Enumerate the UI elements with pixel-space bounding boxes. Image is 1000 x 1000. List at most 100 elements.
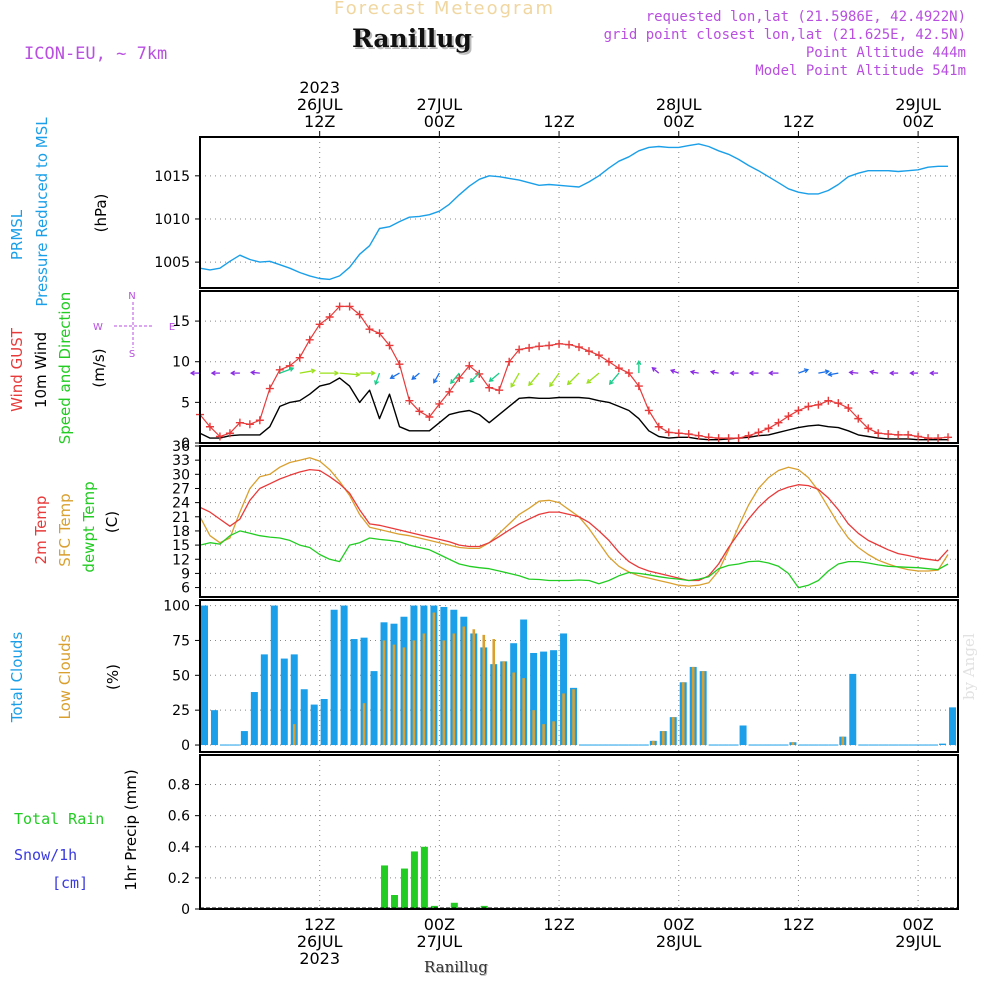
low-cloud-bar <box>492 639 496 746</box>
wind-arrow-head <box>230 370 236 376</box>
wind-arrow-head <box>411 375 417 380</box>
wind-arrow <box>389 372 400 379</box>
top-time-label: 26JUL <box>297 95 343 114</box>
total-cloud-bar <box>939 743 947 746</box>
wind-gust-marker <box>395 360 404 369</box>
bottom-time-label: 00Z <box>663 915 694 934</box>
wind-arrow-head <box>469 377 475 383</box>
top-time-label: 12Z <box>304 112 335 131</box>
bottom-time-label: 27JUL <box>417 932 463 951</box>
wind-arrow-shaft <box>828 372 839 376</box>
wind-arrow-shaft <box>251 371 260 374</box>
low-cloud-bar <box>671 717 675 746</box>
wind-arrow <box>669 368 679 374</box>
wind-arrow <box>689 369 699 375</box>
clouds-ytick-label: 75 <box>172 633 190 649</box>
top-time-label: 00Z <box>902 112 933 131</box>
axis-label-layer: 1005101010150510156912151821242730333602… <box>154 78 941 968</box>
wind-gust-marker <box>405 396 414 405</box>
wind-arrow-head <box>869 369 875 375</box>
low-cloud-bar <box>512 672 515 746</box>
grid-layer <box>200 137 958 910</box>
low-cloud-bar <box>552 721 555 746</box>
total-cloud-bar <box>370 671 378 746</box>
wind-arrow <box>748 370 759 376</box>
wind-ytick-label: 15 <box>172 314 190 330</box>
wind-gust-marker <box>604 357 613 366</box>
total-cloud-bar <box>340 605 348 746</box>
wind-arrow <box>339 371 361 378</box>
bottom-time-label: 28JUL <box>656 932 702 951</box>
low-cloud-bar <box>442 640 446 746</box>
wind-gust-marker <box>914 432 923 441</box>
wind-gust-marker <box>934 434 943 443</box>
top-time-label: 00Z <box>663 112 694 131</box>
wind-arrow <box>411 372 420 380</box>
wind-arrow-head <box>528 381 533 387</box>
low-cloud-bar <box>432 612 436 746</box>
wind-arrow-shaft <box>586 372 600 384</box>
wind-arrow <box>250 370 260 376</box>
wind-arrow-head <box>824 369 830 375</box>
wind-arrow <box>210 370 220 376</box>
wind-arrow-shaft <box>690 371 699 374</box>
wind-gust-marker <box>664 428 673 437</box>
text-layer: PRMSL Pressure Reduced to MSL (hPa) Wind… <box>8 117 175 892</box>
low-cloud-bar <box>532 710 535 746</box>
wind-arrow-head <box>689 369 695 375</box>
product-title: Forecast Meteogram <box>334 0 556 19</box>
precip-ytick-label: 0 <box>181 902 190 918</box>
temp-ytick-label: 36 <box>172 439 190 455</box>
total-cloud-bar <box>260 654 268 746</box>
wind-arrow-head <box>549 382 554 388</box>
pressure-unit: (hPa) <box>92 194 110 233</box>
wind-gust-marker <box>365 325 374 334</box>
point-altitude: Point Altitude 444m <box>805 45 966 61</box>
wind-gust-marker <box>814 400 823 409</box>
total-cloud-bar <box>270 605 278 746</box>
top-time-label: 27JUL <box>417 95 463 114</box>
pressure-ytick-label: 1005 <box>154 255 190 271</box>
wind-arrow-shaft <box>299 369 315 374</box>
total-cloud-bar <box>201 605 208 746</box>
wind-gust-marker <box>924 434 933 443</box>
rain-bar <box>420 846 428 909</box>
wind-arrow <box>729 370 739 376</box>
wind-arrow-head <box>729 370 735 376</box>
wind-gust-marker <box>565 340 574 349</box>
wind-arrow <box>230 370 240 376</box>
wind-arrow-head <box>250 370 256 376</box>
compass-rose-icon: N S W E <box>93 291 175 360</box>
wind-gust-marker <box>824 396 833 405</box>
wind-arrow-shaft <box>549 372 560 387</box>
wind-gust-marker <box>555 339 564 348</box>
wind-gust-marker <box>784 412 793 421</box>
precip-cm-label: [cm] <box>52 874 88 892</box>
wind-dir-label: Speed and Direction <box>56 292 74 445</box>
bottom-time-label: 26JUL <box>297 932 343 951</box>
wind-10m-label: 10m Wind <box>32 332 50 408</box>
wind-gust-marker <box>764 424 773 433</box>
wind-arrow <box>709 369 719 375</box>
wind-gust-marker <box>265 384 274 393</box>
clouds-unit: (%) <box>104 664 122 690</box>
wind-arrow-head <box>586 378 592 384</box>
total-cloud-bar <box>360 637 368 746</box>
wind-arrow <box>374 372 381 386</box>
pressure-frame <box>199 136 959 289</box>
wind-gust-marker <box>874 429 883 438</box>
clouds-ytick-label: 50 <box>172 668 190 684</box>
wind-arrow <box>189 370 200 376</box>
low-cloud-bar <box>661 731 665 746</box>
wind-gust-marker <box>535 342 544 351</box>
wind-gust-label: Wind GUST <box>8 327 26 412</box>
wind-arrow-head <box>450 379 455 385</box>
wind-gust-marker <box>225 429 234 438</box>
low-cloud-bar <box>412 640 416 746</box>
wind-arrow-shaft <box>849 371 859 374</box>
wind-unit: (m/s) <box>90 348 108 387</box>
rain-bar <box>400 868 408 909</box>
wind-arrow-head <box>370 370 376 376</box>
wind-arrow-head <box>289 366 295 372</box>
